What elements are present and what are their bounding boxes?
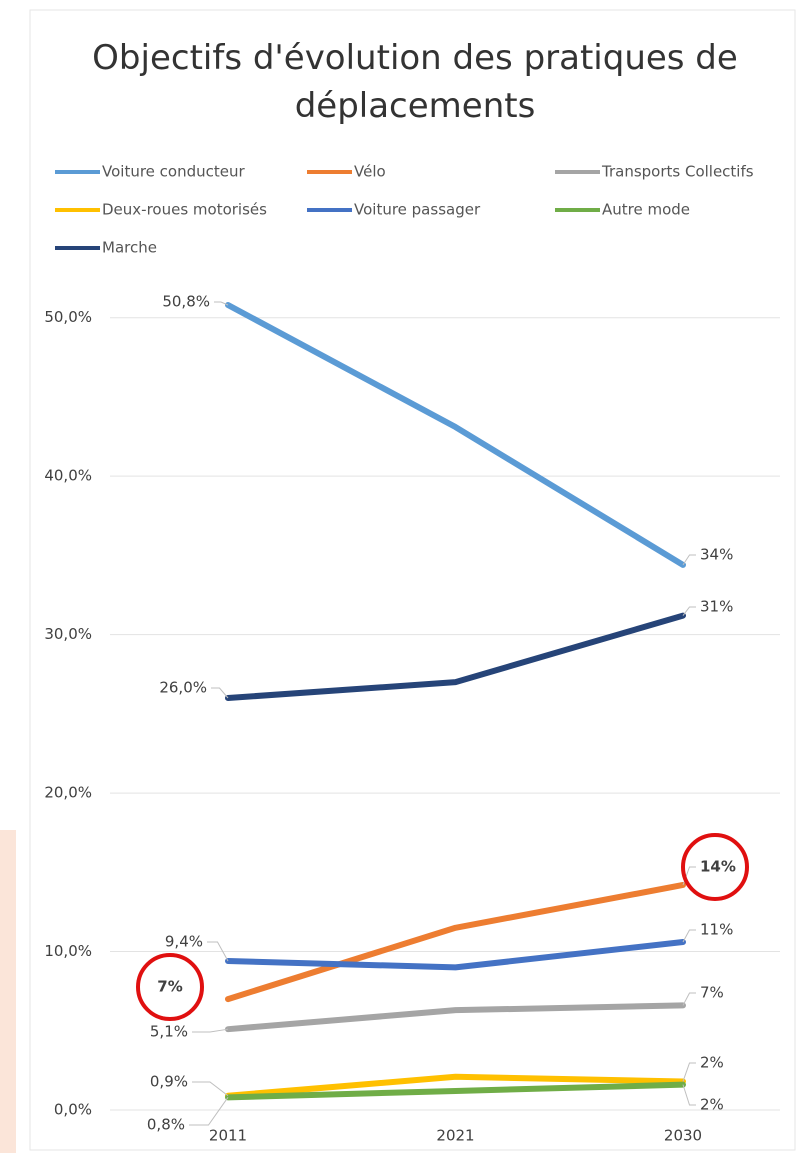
data-label: 26,0% — [159, 679, 207, 697]
legend-label: Deux-roues motorisés — [102, 201, 267, 219]
series-line — [225, 612, 686, 701]
highlight-circle — [681, 833, 749, 901]
series-line — [225, 881, 686, 1003]
data-label: 0,8% — [147, 1116, 185, 1134]
data-label: 0,9% — [150, 1073, 188, 1091]
legend-label: Vélo — [354, 163, 386, 181]
series-line — [225, 1002, 686, 1033]
label-leader — [682, 1062, 696, 1082]
data-label: 31% — [700, 598, 733, 616]
label-leader — [192, 1081, 229, 1097]
chart-border — [29, 9, 796, 1151]
label-leader — [189, 1097, 229, 1126]
x-tick-label: 2021 — [436, 1127, 474, 1145]
series-line — [225, 1081, 686, 1101]
legend-label: Marche — [102, 239, 157, 257]
y-tick-label: 0,0% — [54, 1101, 92, 1119]
label-leader — [682, 929, 696, 943]
data-label: 34% — [700, 546, 733, 564]
data-label: 7% — [157, 978, 182, 996]
label-leader — [192, 1028, 229, 1033]
data-label: 7% — [700, 984, 724, 1002]
label-leader — [214, 301, 229, 306]
y-tick-label: 40,0% — [44, 467, 92, 485]
data-label: 14% — [700, 858, 736, 876]
x-tick-label: 2030 — [664, 1127, 702, 1145]
y-tick-label: 30,0% — [44, 625, 92, 643]
data-label: 2% — [700, 1096, 724, 1114]
label-leader — [682, 606, 696, 616]
data-label: 9,4% — [165, 933, 203, 951]
data-label: 5,1% — [150, 1023, 188, 1041]
series-line — [225, 302, 686, 568]
legend-label: Transports Collectifs — [601, 163, 754, 181]
label-leader — [211, 687, 229, 699]
label-leader — [682, 992, 696, 1006]
chart-title: Objectifs d'évolution des pratiques de d… — [92, 38, 738, 126]
label-leader — [682, 554, 696, 566]
data-label: 50,8% — [162, 293, 210, 311]
x-tick-label: 2011 — [209, 1127, 247, 1145]
data-label: 11% — [700, 921, 733, 939]
legend-label: Voiture passager — [354, 201, 481, 219]
series-line — [225, 939, 686, 971]
y-tick-label: 20,0% — [44, 784, 92, 802]
highlight-circle — [136, 953, 204, 1021]
y-tick-label: 50,0% — [44, 308, 92, 326]
label-leader — [682, 1084, 696, 1106]
data-label: 2% — [700, 1054, 724, 1072]
y-tick-label: 10,0% — [44, 942, 92, 960]
series-line — [225, 1073, 686, 1099]
legend-label: Voiture conducteur — [102, 163, 245, 181]
legend-label: Autre mode — [602, 201, 690, 219]
side-strip — [0, 830, 16, 1153]
label-leader — [207, 941, 229, 962]
